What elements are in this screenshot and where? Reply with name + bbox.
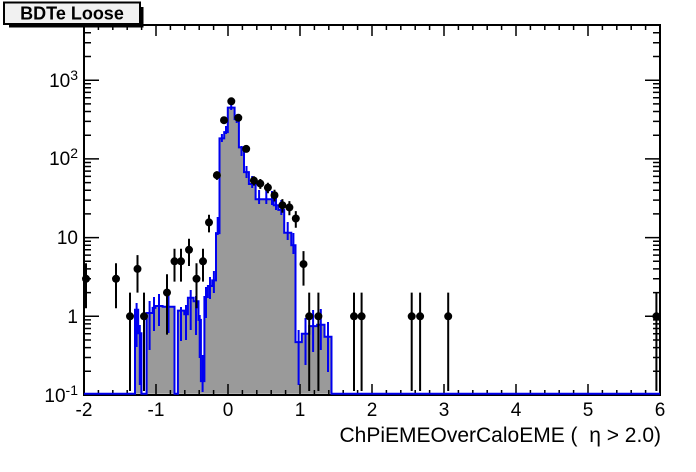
svg-text:1: 1 — [295, 400, 306, 421]
svg-text:4: 4 — [511, 400, 522, 421]
svg-text:3: 3 — [439, 400, 450, 421]
svg-text:1: 1 — [67, 307, 78, 328]
svg-text:-1: -1 — [148, 400, 165, 421]
svg-text:5: 5 — [583, 400, 594, 421]
svg-text:BDTe Loose: BDTe Loose — [20, 4, 124, 24]
svg-text:10-1: 10-1 — [44, 382, 78, 407]
svg-text:2: 2 — [367, 400, 378, 421]
svg-text:ChPiEMEOverCaloEME ( η > 2.0): ChPiEMEOverCaloEME ( η > 2.0) — [339, 424, 661, 447]
svg-text:0: 0 — [223, 400, 234, 421]
svg-text:10: 10 — [57, 228, 78, 249]
svg-text:-2: -2 — [76, 400, 93, 421]
svg-text:6: 6 — [655, 400, 666, 421]
